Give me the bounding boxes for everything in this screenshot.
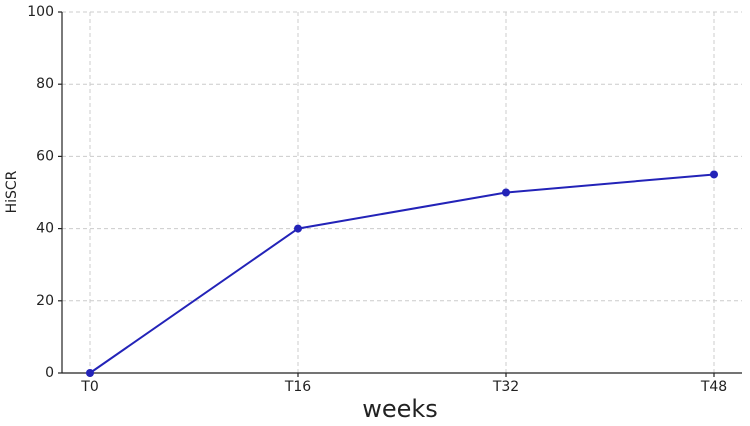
- x-tick-label: T32: [492, 379, 519, 395]
- y-tick-label: 100: [27, 4, 54, 20]
- point: [710, 170, 718, 179]
- y-tick-label: 80: [36, 76, 54, 92]
- x-tick-label: T16: [284, 379, 311, 395]
- point: [294, 224, 302, 233]
- x-tick-label: T0: [80, 379, 98, 395]
- point: [86, 369, 94, 377]
- line: [89, 173, 715, 374]
- x-axis-label: weeks: [362, 395, 438, 423]
- y-axis-label: HiSCR: [4, 170, 20, 213]
- y-tick-label: 40: [36, 221, 54, 237]
- point: [502, 188, 510, 197]
- y-tick-label: 20: [36, 293, 54, 309]
- y-tick-label: 60: [36, 148, 54, 164]
- y-tick-label: 0: [45, 365, 54, 381]
- x-tick-label: T48: [700, 379, 727, 395]
